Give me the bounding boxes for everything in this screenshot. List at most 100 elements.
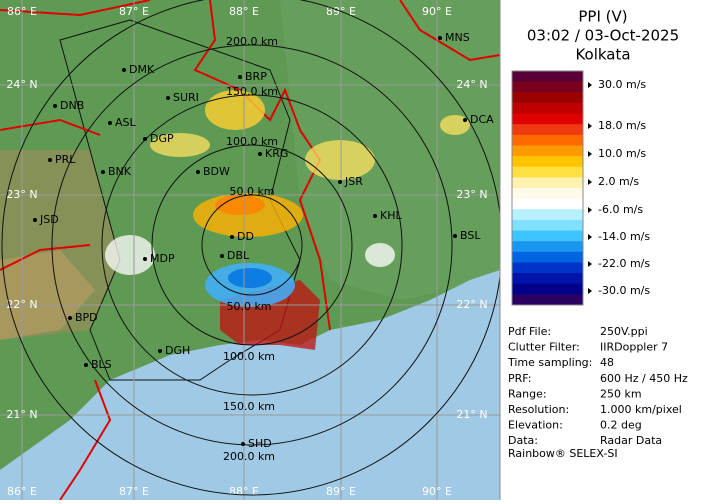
- city-label: DCA: [470, 113, 494, 126]
- info-value: 1.000 km/pixel: [600, 403, 682, 416]
- info-value: Radar Data: [600, 434, 662, 447]
- city-dot: [108, 121, 112, 125]
- scale-marker: [588, 123, 592, 129]
- scale-band: [512, 188, 583, 200]
- scale-marker: [588, 234, 592, 240]
- scale-label: -30.0 m/s: [598, 284, 650, 297]
- echo: [105, 235, 155, 275]
- city-label: DBL: [227, 249, 250, 262]
- city-dot: [68, 316, 72, 320]
- city-label: KHL: [380, 209, 402, 222]
- range-ring: [51, 44, 453, 446]
- city-dot: [241, 442, 245, 446]
- city-label: DNB: [60, 99, 84, 112]
- scale-band: [512, 209, 583, 221]
- scale-label: 10.0 m/s: [598, 147, 646, 160]
- city-dot: [230, 235, 234, 239]
- city-label: BDW: [203, 165, 230, 178]
- scale-band: [512, 134, 583, 146]
- city-dot: [166, 96, 170, 100]
- info-label: Pdf File:: [508, 325, 551, 338]
- scale-marker: [588, 288, 592, 294]
- city-dot: [220, 254, 224, 258]
- scale-band: [512, 273, 583, 285]
- scale-band: [512, 198, 583, 210]
- scale-band: [512, 124, 583, 136]
- ring-label: 100.0 km: [226, 135, 278, 148]
- ring-label: 50.0 km: [226, 300, 271, 313]
- lat-label: 24° N: [456, 78, 487, 91]
- lon-label: 86° E: [7, 485, 37, 498]
- ring-label: 200.0 km: [226, 35, 278, 48]
- city-dot: [48, 158, 52, 162]
- ring-label: 150.0 km: [226, 85, 278, 98]
- scale-frame: [511, 70, 584, 306]
- panel-title: PPI (V): [578, 8, 627, 26]
- lat-label: 22° N: [6, 298, 37, 311]
- info-label: PRF:: [508, 372, 531, 385]
- city-dot: [122, 68, 126, 72]
- panel-title: Kolkata: [575, 46, 630, 64]
- info-value: 0.2 deg: [600, 419, 642, 432]
- scale-label: -22.0 m/s: [598, 257, 650, 270]
- lat-label: 21° N: [6, 408, 37, 421]
- scale-marker: [588, 261, 592, 267]
- info-value: IIRDoppler 7: [600, 341, 668, 354]
- city-label: DMK: [129, 63, 155, 76]
- info-value: 600 Hz / 450 Hz: [600, 372, 688, 385]
- echo: [365, 243, 395, 267]
- lon-label: 89° E: [326, 485, 356, 498]
- info-value: 48: [600, 356, 614, 369]
- scale-band: [512, 145, 583, 157]
- city-dot: [373, 214, 377, 218]
- scale-band: [512, 71, 583, 83]
- lon-label: 90° E: [422, 5, 452, 18]
- info-value: 250V.ppi: [600, 325, 648, 338]
- echo: [228, 268, 272, 288]
- scale-band: [512, 92, 583, 104]
- terrain: [280, 0, 500, 300]
- city-dot: [453, 234, 457, 238]
- info-label: Elevation:: [508, 419, 563, 432]
- lon-label: 86° E: [7, 5, 37, 18]
- city-dot: [438, 36, 442, 40]
- scale-label: 18.0 m/s: [598, 119, 646, 132]
- scale-band: [512, 241, 583, 253]
- echo: [215, 195, 265, 215]
- info-value: 250 km: [600, 387, 642, 400]
- city-label: BNK: [108, 165, 132, 178]
- scale-band: [512, 294, 583, 306]
- scale-band: [512, 283, 583, 295]
- city-dot: [84, 363, 88, 367]
- city-label: BRP: [245, 70, 267, 83]
- scale-band: [512, 113, 583, 125]
- info-label: Clutter Filter:: [508, 341, 580, 354]
- lon-label: 88° E: [229, 485, 259, 498]
- city-label: BLS: [91, 358, 112, 371]
- info-label: Data:: [508, 434, 538, 447]
- scale-marker: [588, 151, 592, 157]
- ring-label: 200.0 km: [223, 450, 275, 463]
- city-dot: [101, 170, 105, 174]
- city-dot: [258, 152, 262, 156]
- city-label: KRG: [265, 147, 288, 160]
- city-label: SURI: [173, 91, 199, 104]
- ring-label: 100.0 km: [223, 350, 275, 363]
- city-label: JSD: [39, 213, 59, 226]
- scale-band: [512, 177, 583, 189]
- ring-label: 50.0 km: [229, 185, 274, 198]
- city-label: DGP: [150, 132, 174, 145]
- scale-marker: [588, 82, 592, 88]
- range-ring: [201, 194, 303, 296]
- ring-label: 150.0 km: [223, 400, 275, 413]
- city-dot: [196, 170, 200, 174]
- terrain: [0, 250, 95, 340]
- city-label: DGH: [165, 344, 190, 357]
- lat-label: 24° N: [6, 78, 37, 91]
- city-label: BSL: [460, 229, 481, 242]
- range-ring: [101, 94, 403, 396]
- range-ring: [151, 144, 353, 346]
- footer: Rainbow® SELEX-SI: [508, 447, 618, 460]
- city-label: ASL: [115, 116, 137, 129]
